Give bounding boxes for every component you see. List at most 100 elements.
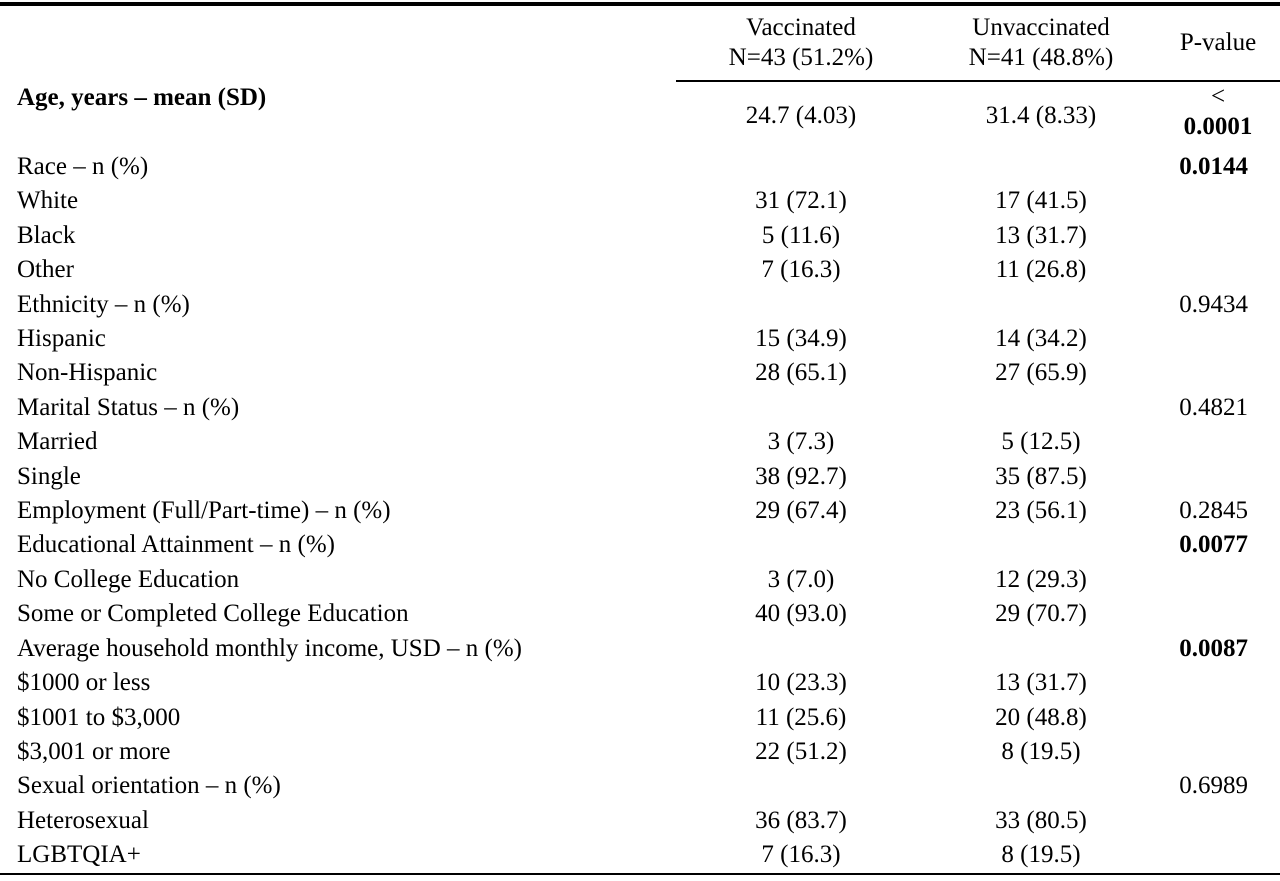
cell-pvalue bbox=[1156, 460, 1280, 494]
cell-unvaccinated-age: 31.4 (8.33) bbox=[985, 101, 1097, 129]
row-label: Some or Completed College Education bbox=[17, 600, 409, 628]
row-label: $3,001 or more bbox=[17, 737, 171, 765]
cell-pvalue bbox=[1156, 804, 1280, 838]
cell-pvalue-age: < 0.0001 bbox=[1156, 81, 1280, 150]
row-label: Educational Attainment – n (%) bbox=[17, 531, 335, 559]
cell-vaccinated: 22 (51.2) bbox=[755, 737, 847, 765]
table-row: Married 3 (7.3) 5 (12.5) bbox=[0, 425, 1280, 459]
cell-pvalue bbox=[1156, 701, 1280, 735]
table-row: Educational Attainment – n (%) 0.0077 bbox=[0, 528, 1280, 562]
table-row: No College Education 3 (7.0) 12 (29.3) bbox=[0, 563, 1280, 597]
cell-pvalue bbox=[1156, 184, 1280, 218]
cell-pvalue: 0.6989 bbox=[1179, 772, 1248, 800]
cell-vaccinated bbox=[676, 150, 926, 184]
cell-pvalue: 0.0144 bbox=[1179, 153, 1248, 180]
header-unvaccinated-count: N=41 (48.8%) bbox=[968, 44, 1114, 71]
cell-pvalue bbox=[1156, 563, 1280, 597]
header-unvaccinated-title: Unvaccinated bbox=[972, 14, 1110, 41]
cell-unvaccinated bbox=[926, 150, 1156, 184]
cell-unvaccinated: 13 (31.7) bbox=[995, 221, 1087, 249]
row-label: $1000 or less bbox=[17, 669, 151, 697]
cell-pvalue: 0.2845 bbox=[1179, 497, 1248, 525]
cell-vaccinated bbox=[676, 528, 926, 562]
cell-pvalue bbox=[1156, 253, 1280, 287]
cell-unvaccinated: 23 (56.1) bbox=[995, 497, 1087, 525]
table-row: Other 7 (16.3) 11 (26.8) bbox=[0, 253, 1280, 287]
cell-pvalue: 0.0077 bbox=[1179, 531, 1248, 559]
cell-unvaccinated bbox=[926, 391, 1156, 425]
header-vaccinated-count: N=43 (51.2%) bbox=[728, 44, 874, 71]
row-label: Sexual orientation – n (%) bbox=[17, 772, 281, 800]
cell-vaccinated: 38 (92.7) bbox=[755, 462, 847, 490]
cell-unvaccinated: 13 (31.7) bbox=[995, 669, 1087, 697]
table-row: Marital Status – n (%) 0.4821 bbox=[0, 391, 1280, 425]
cell-vaccinated: 36 (83.7) bbox=[755, 806, 847, 834]
row-label: No College Education bbox=[17, 565, 240, 593]
cell-pvalue bbox=[1156, 597, 1280, 631]
cell-vaccinated: 5 (11.6) bbox=[761, 221, 841, 249]
table-row: Ethnicity – n (%) 0.9434 bbox=[0, 288, 1280, 322]
table-row: Non-Hispanic 28 (65.1) 27 (65.9) bbox=[0, 356, 1280, 390]
header-pvalue: P-value bbox=[1156, 2, 1280, 82]
cell-pvalue: 0.0087 bbox=[1179, 634, 1248, 662]
row-label-age: Age, years – mean (SD) bbox=[17, 84, 267, 111]
pvalue-age-symbol: < bbox=[1210, 83, 1226, 110]
cell-pvalue bbox=[1156, 735, 1280, 769]
cell-pvalue bbox=[1156, 425, 1280, 459]
cell-pvalue bbox=[1156, 219, 1280, 253]
cell-pvalue bbox=[1156, 322, 1280, 356]
cell-unvaccinated bbox=[926, 769, 1156, 803]
cell-unvaccinated: 17 (41.5) bbox=[995, 187, 1087, 215]
cell-unvaccinated: 20 (48.8) bbox=[995, 703, 1087, 731]
header-vaccinated: Vaccinated N=43 (51.2%) bbox=[676, 2, 926, 82]
cell-vaccinated: 15 (34.9) bbox=[755, 325, 847, 353]
cell-unvaccinated: 8 (19.5) bbox=[1001, 737, 1081, 765]
row-label: Race – n (%) bbox=[17, 153, 149, 180]
row-label: Hispanic bbox=[17, 325, 106, 353]
cell-pvalue bbox=[1156, 356, 1280, 390]
row-label: White bbox=[17, 187, 79, 215]
table-row: White 31 (72.1) 17 (41.5) bbox=[0, 184, 1280, 218]
table-row: $3,001 or more 22 (51.2) 8 (19.5) bbox=[0, 735, 1280, 769]
table-row: $1001 to $3,000 11 (25.6) 20 (48.8) bbox=[0, 701, 1280, 735]
table-header: Vaccinated N=43 (51.2%) Unvaccinated N=4… bbox=[0, 2, 1280, 82]
cell-vaccinated: 28 (65.1) bbox=[755, 359, 847, 387]
cell-vaccinated bbox=[676, 632, 926, 666]
row-label: Black bbox=[17, 221, 76, 249]
cell-vaccinated: 3 (7.0) bbox=[767, 565, 835, 593]
table-row: Employment (Full/Part-time) – n (%) 29 (6… bbox=[0, 494, 1280, 528]
cell-unvaccinated: 14 (34.2) bbox=[995, 325, 1087, 353]
cell-unvaccinated: 35 (87.5) bbox=[995, 462, 1087, 490]
cell-pvalue bbox=[1156, 838, 1280, 875]
cell-unvaccinated: 27 (65.9) bbox=[995, 359, 1087, 387]
cell-vaccinated: 3 (7.3) bbox=[767, 428, 835, 456]
table-row-age: Age, years – mean (SD) 24.7 (4.03) 31.4 … bbox=[0, 81, 1280, 150]
cell-unvaccinated: 29 (70.7) bbox=[995, 600, 1087, 628]
header-unvaccinated: Unvaccinated N=41 (48.8%) bbox=[926, 2, 1156, 82]
table-row: $1000 or less 10 (23.3) 13 (31.7) bbox=[0, 666, 1280, 700]
cell-vaccinated: 10 (23.3) bbox=[755, 669, 847, 697]
table-row: Sexual orientation – n (%) 0.6989 bbox=[0, 769, 1280, 803]
row-label: Married bbox=[17, 428, 98, 456]
cell-unvaccinated: 5 (12.5) bbox=[1001, 428, 1081, 456]
row-label: Employment (Full/Part-time) – n (%) bbox=[17, 497, 391, 525]
table-row: Race – n (%) 0.0144 bbox=[0, 150, 1280, 184]
table-row: Average household monthly income, USD – … bbox=[0, 632, 1280, 666]
cell-vaccinated-age: 24.7 (4.03) bbox=[745, 101, 857, 129]
table-row: Black 5 (11.6) 13 (31.7) bbox=[0, 219, 1280, 253]
cell-unvaccinated bbox=[926, 528, 1156, 562]
table-body: Age, years – mean (SD) 24.7 (4.03) 31.4 … bbox=[0, 81, 1280, 875]
table-row: LGBTQIA+ 7 (16.3) 8 (19.5) bbox=[0, 838, 1280, 875]
header-row: Vaccinated N=43 (51.2%) Unvaccinated N=4… bbox=[0, 2, 1280, 82]
cell-unvaccinated bbox=[926, 288, 1156, 322]
row-label: LGBTQIA+ bbox=[0, 838, 676, 875]
cell-vaccinated bbox=[676, 288, 926, 322]
cell-vaccinated: 7 (16.3) bbox=[676, 838, 926, 875]
header-vaccinated-title: Vaccinated bbox=[746, 14, 856, 41]
header-blank-cell bbox=[0, 2, 676, 81]
cell-vaccinated: 7 (16.3) bbox=[761, 256, 841, 284]
cell-unvaccinated: 33 (80.5) bbox=[995, 806, 1087, 834]
row-label: Other bbox=[17, 256, 74, 284]
